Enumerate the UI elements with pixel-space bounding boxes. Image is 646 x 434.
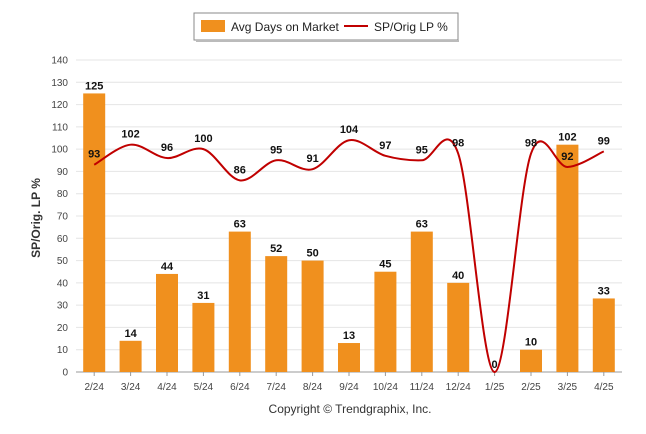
bar-value-label: 102 <box>558 132 576 144</box>
line-value-label: 96 <box>161 142 173 154</box>
line-value-label: 86 <box>234 164 246 176</box>
bar <box>410 231 433 372</box>
sp-orig-lp-line <box>93 138 605 374</box>
y-tick-label: 80 <box>57 189 69 200</box>
x-tick-label: 11/24 <box>410 382 435 393</box>
x-tick-label: 3/24 <box>121 382 141 393</box>
bar <box>83 93 106 372</box>
y-tick-label: 140 <box>51 56 68 67</box>
x-tick-label: 5/24 <box>194 382 214 393</box>
x-tick-label: 6/24 <box>230 382 250 393</box>
line-value-label: 95 <box>416 144 428 156</box>
gridlines <box>76 59 622 373</box>
bars <box>83 93 615 372</box>
bar-value-label: 44 <box>161 261 174 273</box>
bar <box>338 343 360 372</box>
x-tick-label: 7/24 <box>266 382 286 393</box>
bar-value-label: 45 <box>379 259 391 271</box>
bar <box>192 302 215 372</box>
y-tick-label: 120 <box>51 100 68 111</box>
line-value-label: 99 <box>598 135 610 147</box>
y-tick-label: 60 <box>57 234 69 245</box>
bar-value-label: 63 <box>234 219 246 231</box>
legend-bar-label: Avg Days on Market <box>231 20 339 34</box>
y-tick-label: 40 <box>57 278 69 289</box>
bar-value-label: 14 <box>124 328 137 340</box>
line-value-label: 98 <box>452 138 464 150</box>
y-tick-label: 100 <box>51 145 68 156</box>
line-value-label: 98 <box>525 138 537 150</box>
bar-value-label: 40 <box>452 270 464 282</box>
y-axis-ticks: 0 10 20 30 40 50 60 70 80 90 100 110 120 130 140 <box>51 56 68 379</box>
line-value-label: 104 <box>340 124 359 136</box>
bar-value-label: 33 <box>598 285 610 297</box>
bar <box>556 144 579 372</box>
x-tick-label: 8/24 <box>303 382 323 393</box>
line-value-label: 95 <box>270 144 282 156</box>
bar <box>592 298 615 372</box>
x-tick-label: 2/24 <box>84 382 104 393</box>
line-value-label: 91 <box>306 153 318 165</box>
x-tick-label: 4/24 <box>157 382 177 393</box>
y-tick-label: 0 <box>62 368 68 379</box>
line-value-labels: 93 102 96 100 86 95 91 104 97 95 98 98 92 99 <box>88 124 610 176</box>
y-tick-label: 130 <box>51 78 68 89</box>
y-tick-label: 50 <box>57 256 69 267</box>
legend-box <box>193 12 459 41</box>
legend: Avg Days on Market SP/Orig LP % <box>193 12 459 42</box>
bar <box>228 231 251 372</box>
y-tick-label: 30 <box>57 301 69 312</box>
line-value-label: 102 <box>121 129 139 141</box>
bar-value-label: 13 <box>343 330 355 342</box>
copyright-footer: Copyright © Trendgraphix, Inc. <box>269 402 432 416</box>
line-value-label: 92 <box>561 151 573 163</box>
line-value-label: 100 <box>194 133 212 145</box>
y-tick-label: 110 <box>52 122 68 133</box>
x-tick-label: 12/24 <box>446 382 471 393</box>
x-tick-label: 9/24 <box>339 382 359 393</box>
y-tick-label: 70 <box>57 212 69 223</box>
legend-line-label: SP/Orig LP % <box>374 20 448 34</box>
bar <box>119 340 142 372</box>
y-tick-label: 20 <box>57 323 69 334</box>
y-tick-label: 10 <box>57 345 69 356</box>
bar <box>301 260 324 372</box>
line-value-label: 97 <box>379 140 391 152</box>
bar-value-label: 52 <box>270 243 282 255</box>
x-tick-label: 2/25 <box>521 382 541 393</box>
bar <box>156 273 178 372</box>
bar-value-label: 63 <box>416 219 428 231</box>
bar-value-label: 10 <box>525 337 537 349</box>
bar-value-labels: 125 14 44 31 63 52 50 13 45 63 40 0 10 102 33 <box>85 80 610 371</box>
legend-bar-swatch <box>201 20 225 32</box>
x-tick-label: 4/25 <box>594 382 614 393</box>
bar <box>447 282 470 372</box>
x-tick-label: 1/25 <box>485 382 505 393</box>
bar-value-label: 31 <box>197 290 209 302</box>
bar <box>374 271 397 372</box>
x-tick-label: 3/25 <box>558 382 578 393</box>
x-tick-label: 10/24 <box>373 382 398 393</box>
bar <box>520 349 542 372</box>
bar-value-label: 0 <box>492 359 498 371</box>
line-value-label: 93 <box>88 149 100 161</box>
bar-value-label: 50 <box>306 248 318 260</box>
x-axis-ticks: 2/24 3/24 4/24 5/24 6/24 7/24 8/24 9/24 10/24 11/… <box>84 372 614 393</box>
bar <box>265 256 288 372</box>
y-tick-label: 90 <box>57 167 69 178</box>
y-axis-label: SP/Orig. LP % <box>29 178 43 258</box>
bar-value-label: 125 <box>85 80 103 92</box>
